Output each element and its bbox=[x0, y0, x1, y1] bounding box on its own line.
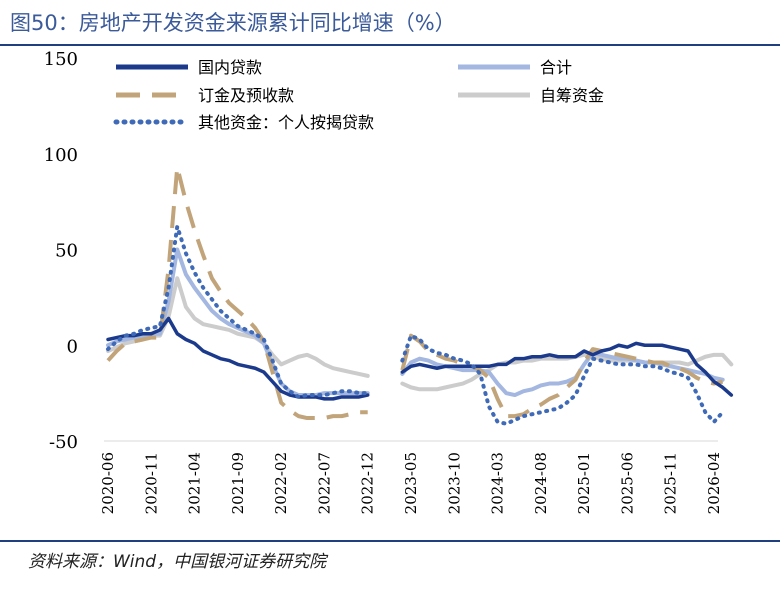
series-line-other-mortgage bbox=[106, 224, 725, 426]
x-tick-label: 2025-01 bbox=[575, 452, 593, 514]
figure-title: 图50：房地产开发资金来源累计同比增速（%） bbox=[10, 11, 456, 35]
source-note: 资料来源：Wind，中国银河证券研究院 bbox=[28, 552, 327, 572]
x-tick-label: 2026-04 bbox=[705, 452, 723, 514]
x-tick-label: 2024-03 bbox=[489, 452, 507, 514]
series-lines bbox=[106, 165, 734, 426]
x-tick-label: 2021-04 bbox=[186, 452, 204, 514]
bottom-rule bbox=[0, 540, 780, 542]
series-line-domestic-loans bbox=[106, 316, 734, 401]
chart: 150 100 50 0 -50 2020-06 2020-11 2021-04 2021-0… bbox=[44, 49, 734, 514]
x-tick-label: 2023-05 bbox=[402, 452, 420, 514]
x-tick-label: 2021-09 bbox=[229, 452, 247, 514]
legend-label-deposits-advance: 订金及预收款 bbox=[198, 86, 294, 105]
x-tick-label: 2023-10 bbox=[445, 452, 463, 514]
y-tick-label: 50 bbox=[55, 241, 78, 262]
x-tick-label: 2025-06 bbox=[618, 452, 636, 514]
legend-label-other-mortgage: 其他资金：个人按揭贷款 bbox=[198, 113, 374, 132]
x-tick-label: 2022-07 bbox=[315, 452, 333, 514]
legend-label-self-raised: 自筹资金 bbox=[540, 86, 604, 105]
y-tick-label: -50 bbox=[49, 432, 78, 453]
top-rule bbox=[0, 44, 780, 46]
y-axis-ticks: 150 100 50 0 -50 bbox=[44, 49, 78, 453]
legend-label-domestic-loans: 国内贷款 bbox=[198, 58, 262, 77]
y-tick-label: 150 bbox=[44, 49, 78, 70]
x-axis-ticks: 2020-06 2020-11 2021-04 2021-09 2022-02 2022-… bbox=[99, 452, 723, 514]
x-tick-label: 2025-11 bbox=[662, 452, 680, 514]
series-line-deposits-advance bbox=[106, 165, 724, 421]
y-tick-label: 0 bbox=[67, 336, 78, 357]
x-tick-label: 2020-06 bbox=[99, 452, 117, 514]
x-tick-label: 2024-08 bbox=[532, 452, 550, 514]
x-tick-label: 2022-02 bbox=[272, 452, 290, 514]
x-tick-label: 2022-12 bbox=[359, 452, 377, 514]
x-tick-label: 2020-11 bbox=[142, 452, 160, 514]
legend-label-total: 合计 bbox=[540, 58, 572, 77]
y-tick-label: 100 bbox=[44, 145, 78, 166]
